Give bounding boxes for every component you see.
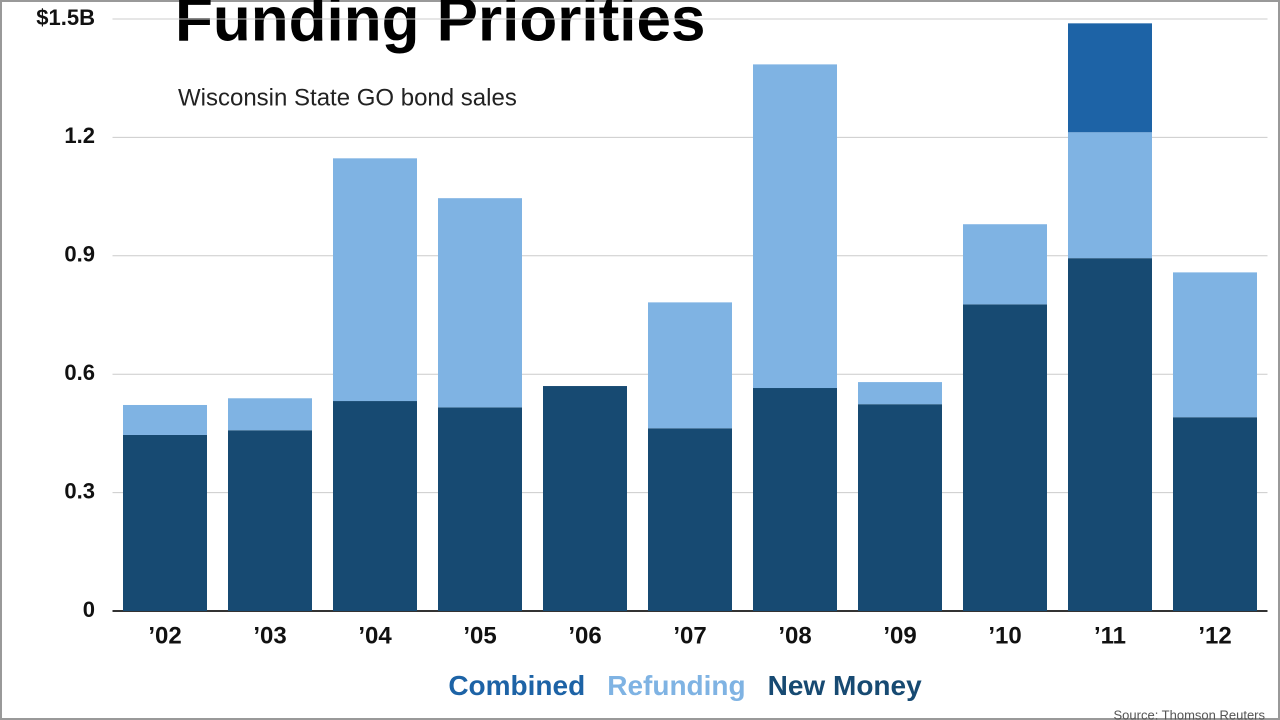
y-tick-label: 0.3 bbox=[64, 478, 95, 503]
bar-segment bbox=[543, 386, 627, 611]
x-tick-label: ’02 bbox=[148, 622, 181, 649]
bar-segment bbox=[123, 434, 207, 611]
bar-segment bbox=[648, 302, 732, 429]
x-tick-label: ’11 bbox=[1094, 622, 1126, 649]
bar-segment bbox=[858, 382, 942, 405]
y-tick-label: $1.5B bbox=[36, 5, 95, 30]
bar-segment bbox=[1068, 258, 1152, 611]
x-tick-label: ’04 bbox=[358, 622, 392, 649]
x-tick-label: ’06 bbox=[568, 622, 601, 649]
bar-segment bbox=[963, 224, 1047, 305]
bar-segment bbox=[228, 398, 312, 431]
bar-segment bbox=[1173, 417, 1257, 611]
legend-entry: New Money bbox=[768, 670, 922, 701]
bar-segment bbox=[963, 304, 1047, 611]
bar-segment bbox=[438, 407, 522, 611]
x-tick-label: ’10 bbox=[988, 622, 1021, 649]
bar-segment bbox=[648, 428, 732, 611]
bar-segment bbox=[858, 404, 942, 611]
y-tick-label: 1.2 bbox=[64, 123, 95, 148]
y-tick-label: 0.6 bbox=[64, 360, 95, 385]
bar-segment bbox=[228, 430, 312, 611]
legend: Combined Refunding New Money bbox=[448, 670, 922, 701]
y-tick-label: 0.9 bbox=[64, 242, 95, 267]
bar-segment bbox=[438, 198, 522, 408]
chart-subtitle: Wisconsin State GO bond sales bbox=[178, 84, 517, 111]
bar-segment bbox=[1173, 272, 1257, 418]
x-tick-label: ’09 bbox=[883, 622, 916, 649]
x-tick-label: ’05 bbox=[463, 622, 496, 649]
x-tick-label: ’07 bbox=[673, 622, 706, 649]
legend-entry: Refunding bbox=[607, 670, 745, 701]
chart-title: Funding Priorities bbox=[175, 0, 705, 54]
y-tick-label: 0 bbox=[83, 597, 95, 622]
bar-segment bbox=[1068, 132, 1152, 259]
bar-segment bbox=[333, 158, 417, 402]
bar-segment bbox=[333, 401, 417, 611]
x-tick-label: ’08 bbox=[778, 622, 811, 649]
bar-segment bbox=[123, 404, 207, 435]
bar-segment bbox=[753, 64, 837, 389]
source: Source: Thomson Reuters bbox=[1114, 707, 1266, 720]
x-tick-label: ’12 bbox=[1198, 622, 1231, 649]
bar-segment bbox=[753, 388, 837, 611]
x-tick-label: ’03 bbox=[253, 622, 286, 649]
legend-entry: Combined bbox=[448, 670, 585, 701]
bar-segment bbox=[1068, 23, 1152, 133]
